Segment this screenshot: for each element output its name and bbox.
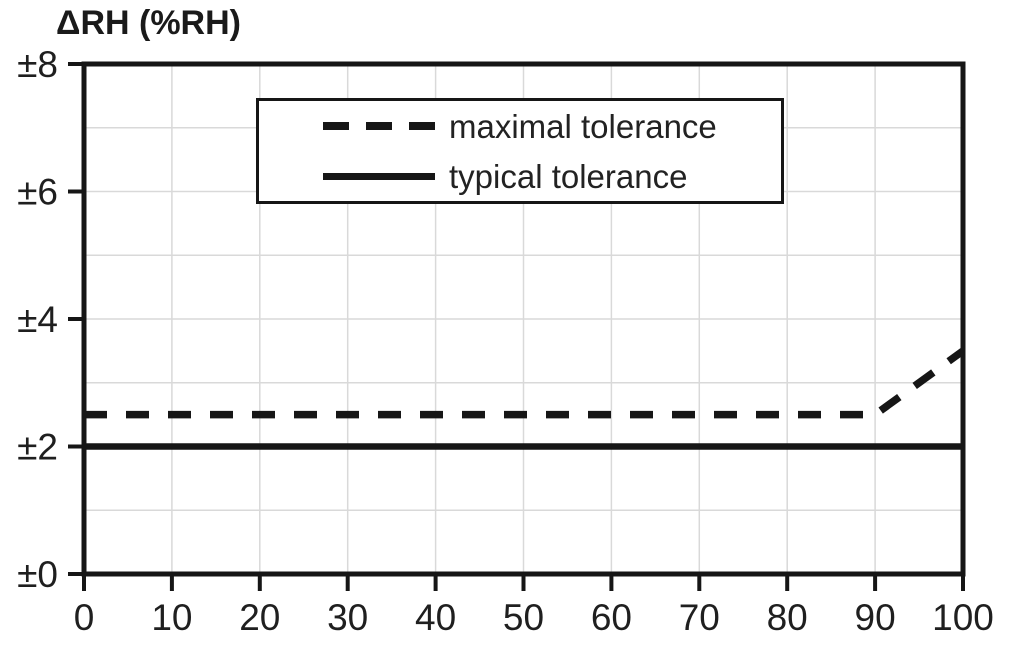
x-tick-label: 60: [591, 597, 632, 638]
x-tick-label: 10: [151, 597, 192, 638]
legend-label-typical-tolerance: typical tolerance: [449, 157, 688, 195]
legend-item-typical-tolerance: typical tolerance: [323, 151, 781, 201]
x-tick-label: 30: [327, 597, 368, 638]
x-tick-label: 40: [415, 597, 456, 638]
legend-label-maximal-tolerance: maximal tolerance: [449, 107, 717, 145]
dashed-line-sample-icon: [323, 122, 435, 130]
x-tick-label: 0: [74, 597, 95, 638]
chart-title: ΔRH (%RH): [56, 4, 241, 42]
x-tick-label: 90: [855, 597, 896, 638]
legend: maximal tolerance typical tolerance: [256, 98, 784, 204]
y-tick-label: ±0: [17, 554, 58, 595]
plot-border: [81, 61, 966, 577]
x-tick-label: 50: [503, 597, 544, 638]
y-tick-label: ±8: [17, 44, 58, 85]
series-line-dashed: [84, 347, 966, 419]
y-tick-label: ±6: [17, 172, 58, 213]
solid-line-sample-icon: [323, 172, 435, 180]
x-tick-label: 100: [932, 597, 994, 638]
y-tick-label: ±2: [17, 427, 58, 468]
legend-item-maximal-tolerance: maximal tolerance: [323, 101, 781, 151]
y-tick-label: ±4: [17, 299, 58, 340]
x-tick-label: 80: [767, 597, 808, 638]
x-tick-label: 70: [679, 597, 720, 638]
x-tick-label: 20: [239, 597, 280, 638]
